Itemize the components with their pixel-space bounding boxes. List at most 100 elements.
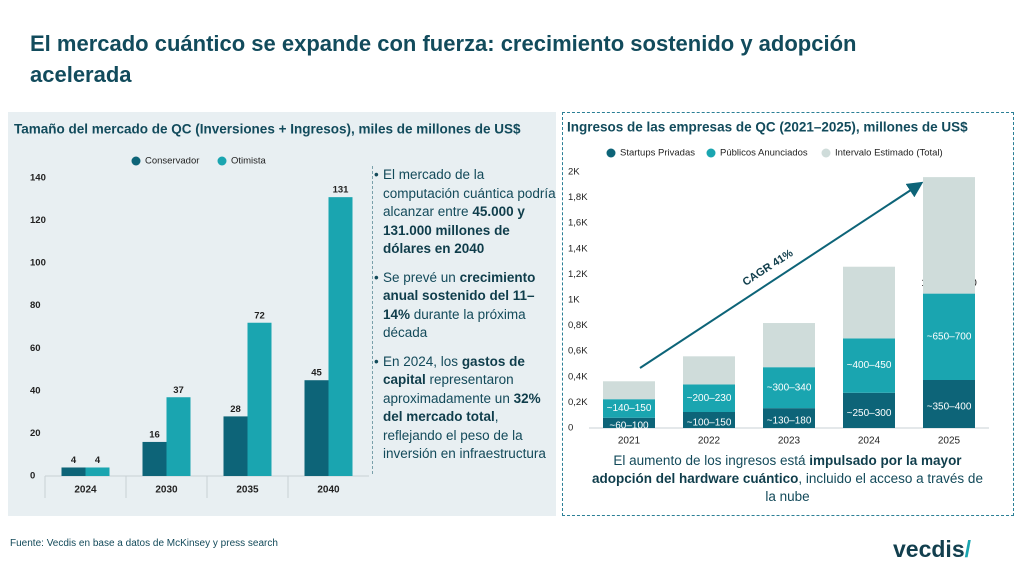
- x-tick-label: 2024: [858, 436, 881, 447]
- y-tick-label: 120: [30, 215, 46, 226]
- value-label: ~100–150: [687, 418, 732, 429]
- bar-segment: [603, 399, 655, 418]
- legend-label: Otimista: [231, 156, 267, 167]
- bar-segment: [843, 392, 895, 428]
- legend-label: Intervalo Estimado (Total): [835, 148, 943, 159]
- caption: El aumento de los ingresos está impulsad…: [590, 452, 985, 506]
- bar: [223, 416, 248, 476]
- value-label: 4: [95, 455, 101, 466]
- text-run: , incluido el acceso a través de la nube: [765, 471, 983, 504]
- bar-segment: [683, 412, 735, 428]
- note-item: En 2024, los gastos de capital represent…: [374, 353, 561, 464]
- bar: [142, 441, 167, 476]
- bar-segment: [683, 356, 735, 385]
- legend-swatch: [706, 148, 716, 158]
- x-tick-label: 2025: [938, 436, 961, 447]
- x-tick-label: 2023: [778, 436, 801, 447]
- trend-arrow: [639, 181, 924, 369]
- y-tick-label: 1,4K: [568, 243, 588, 254]
- right-panel: [562, 112, 1014, 516]
- text-run: gastos de capital: [383, 353, 525, 388]
- text-run: Se prevé un: [383, 269, 460, 285]
- y-tick-label: 1,6K: [568, 218, 588, 229]
- value-label: ~400–450: [847, 360, 892, 371]
- value-label: 37: [173, 385, 184, 396]
- bar-segment: [603, 417, 655, 428]
- logo-text: vecdis: [893, 536, 965, 562]
- value-label: ~60–100: [609, 421, 649, 432]
- bar-segment: [843, 338, 895, 393]
- y-tick-label: 0: [30, 471, 35, 482]
- y-tick-label: 60: [30, 343, 41, 354]
- bar-segment: [763, 323, 815, 368]
- value-label: ~250–300: [847, 408, 892, 419]
- legend-swatch: [606, 148, 616, 158]
- text-run: durante la próxima década: [383, 306, 526, 341]
- y-tick-label: 0,4K: [568, 371, 588, 382]
- legend-swatch: [821, 148, 831, 158]
- bar-segment: [923, 177, 975, 294]
- value-label: 131: [333, 185, 350, 196]
- legend-swatch: [217, 156, 227, 166]
- text-run: El mercado de la computación cuántica po…: [383, 167, 556, 219]
- bar: [304, 380, 329, 476]
- note-item: El mercado de la computación cuántica po…: [374, 166, 561, 259]
- y-tick-label: 1K: [568, 295, 580, 306]
- y-tick-label: 0,2K: [568, 397, 588, 408]
- y-tick-label: 0,6K: [568, 346, 588, 357]
- chart-title: Ingresos de las empresas de QC (2021–202…: [567, 120, 968, 135]
- notes: El mercado de la computación cuántica po…: [372, 166, 561, 474]
- value-label: 4: [71, 455, 77, 466]
- chart-title: Tamaño del mercado de QC (Inversiones + …: [14, 122, 521, 137]
- text-run: representaron aproximadamente un: [383, 372, 514, 406]
- logo-mark: /: [964, 536, 971, 562]
- text-run: crecimiento anual sostenido del 11–14%: [383, 269, 536, 322]
- y-tick-label: 80: [30, 300, 41, 311]
- y-tick-label: 2K: [568, 167, 580, 178]
- bar: [166, 397, 191, 476]
- legend-label: Startups Privadas: [620, 148, 695, 159]
- legend-swatch: [131, 156, 141, 166]
- bar-segment: [923, 380, 975, 428]
- bar-segment: [683, 384, 735, 412]
- note-item: Se prevé un crecimiento anual sostenido …: [374, 269, 561, 343]
- legend-label: Conservador: [145, 156, 199, 167]
- value-label: ~300–340: [767, 382, 812, 393]
- x-tick-label: 2021: [618, 436, 641, 447]
- text-run: El aumento de los ingresos está: [613, 453, 810, 468]
- bar: [328, 197, 353, 476]
- value-label: ~140–150: [607, 403, 652, 414]
- y-tick-label: 20: [30, 428, 41, 439]
- value-label: 45: [311, 368, 322, 379]
- bar-segment: [763, 408, 815, 428]
- bar: [85, 467, 110, 476]
- text-run: , reflejando el peso de la inversión en …: [383, 409, 546, 461]
- bar-segment: [603, 381, 655, 400]
- value-label: ~200–230: [687, 393, 732, 404]
- x-tick-label: 2035: [236, 485, 259, 496]
- cagr-annotation: CAGR 41%: [741, 247, 796, 288]
- bar-segment: [923, 293, 975, 380]
- y-tick-label: 1,2K: [568, 269, 588, 280]
- bar: [247, 322, 272, 476]
- bar: [61, 467, 86, 476]
- value-label: ~130–180: [767, 416, 812, 427]
- value-label: 72: [254, 310, 265, 321]
- y-tick-label: 140: [30, 173, 46, 184]
- y-tick-label: 100: [30, 258, 46, 269]
- logo: vecdis/: [893, 536, 971, 563]
- y-tick-label: 1,8K: [568, 192, 588, 203]
- value-label: 28: [230, 404, 241, 415]
- value-label: ~350–400: [927, 402, 972, 413]
- y-tick-label: 0,8K: [568, 320, 588, 331]
- x-tick-label: 2040: [317, 485, 340, 496]
- legend-label: Públicos Anunciados: [720, 148, 808, 159]
- value-label: ~650–700: [927, 331, 972, 342]
- y-tick-label: 40: [30, 385, 41, 396]
- value-label: 16: [149, 429, 160, 440]
- x-tick-label: 2022: [698, 436, 721, 447]
- text-run: impulsado por la mayor adopción del hard…: [592, 453, 962, 486]
- bar-segment: [843, 266, 895, 339]
- source: Fuente: Vecdis en base a datos de McKins…: [10, 538, 278, 549]
